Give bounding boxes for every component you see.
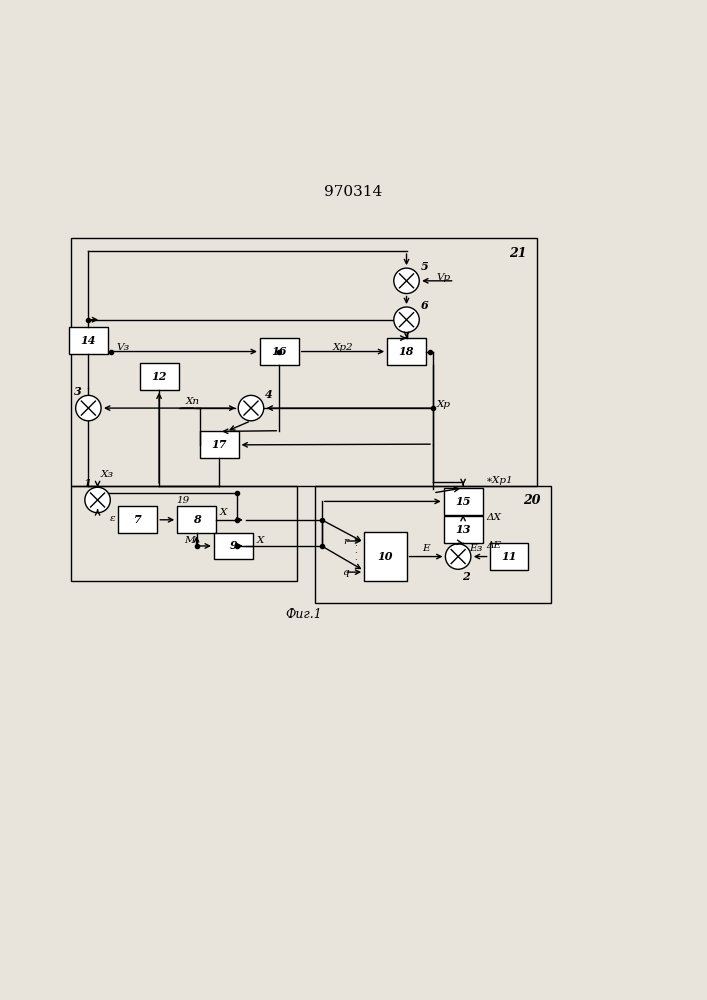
Text: Xп: Xп bbox=[185, 397, 199, 406]
Text: 6: 6 bbox=[421, 300, 428, 311]
Text: ·
·
·: · · · bbox=[354, 542, 357, 564]
Text: ε: ε bbox=[110, 514, 116, 523]
Bar bbox=[71, 486, 297, 581]
Text: ΔX: ΔX bbox=[486, 513, 501, 522]
Text: 2: 2 bbox=[462, 571, 470, 582]
Circle shape bbox=[394, 268, 419, 294]
Text: ∗Xp1: ∗Xp1 bbox=[486, 476, 514, 485]
Text: Vp: Vp bbox=[437, 273, 451, 282]
Text: E: E bbox=[422, 544, 430, 553]
Circle shape bbox=[238, 395, 264, 421]
Bar bbox=[214, 533, 252, 559]
Circle shape bbox=[445, 544, 471, 569]
Text: Xз: Xз bbox=[101, 470, 114, 479]
Text: 11: 11 bbox=[501, 551, 517, 562]
Text: 1: 1 bbox=[83, 478, 90, 489]
Text: 13: 13 bbox=[455, 524, 471, 535]
Circle shape bbox=[394, 307, 419, 332]
Bar bbox=[387, 338, 426, 365]
Bar bbox=[177, 506, 216, 533]
Bar bbox=[315, 486, 551, 603]
Text: Xp2: Xp2 bbox=[332, 343, 354, 352]
Text: 19: 19 bbox=[176, 496, 189, 505]
Text: Х: Х bbox=[256, 536, 264, 545]
Bar bbox=[199, 431, 238, 458]
Text: Eз: Eз bbox=[469, 544, 482, 553]
Text: Х: Х bbox=[220, 508, 227, 517]
Text: 970314: 970314 bbox=[325, 185, 382, 199]
Bar bbox=[69, 327, 107, 354]
Circle shape bbox=[76, 395, 101, 421]
Text: q: q bbox=[342, 568, 349, 577]
Circle shape bbox=[85, 487, 110, 513]
Bar bbox=[489, 543, 528, 570]
Bar bbox=[364, 532, 407, 581]
Text: 7: 7 bbox=[134, 514, 141, 525]
Bar bbox=[71, 238, 537, 486]
Text: 5: 5 bbox=[421, 261, 428, 272]
Text: Фиг.1: Фиг.1 bbox=[286, 608, 322, 621]
Text: 9: 9 bbox=[230, 540, 237, 551]
Text: ΔE: ΔE bbox=[486, 541, 501, 550]
Text: Vз: Vз bbox=[116, 343, 129, 352]
Text: 3: 3 bbox=[74, 386, 81, 397]
Bar bbox=[140, 363, 178, 390]
Text: Xp: Xp bbox=[436, 400, 450, 409]
Text: 21: 21 bbox=[509, 247, 527, 260]
Text: 17: 17 bbox=[211, 439, 227, 450]
Text: 20: 20 bbox=[523, 494, 541, 507]
Text: 14: 14 bbox=[81, 335, 96, 346]
Bar bbox=[118, 506, 157, 533]
Bar bbox=[444, 516, 483, 543]
Text: 4: 4 bbox=[265, 389, 273, 400]
Bar bbox=[259, 338, 298, 365]
Text: 12: 12 bbox=[151, 371, 167, 382]
Text: М: М bbox=[184, 536, 195, 545]
Text: r: r bbox=[344, 537, 349, 546]
Text: 8: 8 bbox=[193, 514, 200, 525]
Text: 10: 10 bbox=[378, 551, 393, 562]
Text: 15: 15 bbox=[455, 496, 471, 507]
Bar bbox=[444, 488, 483, 515]
Text: 16: 16 bbox=[271, 346, 287, 357]
Text: 18: 18 bbox=[399, 346, 414, 357]
